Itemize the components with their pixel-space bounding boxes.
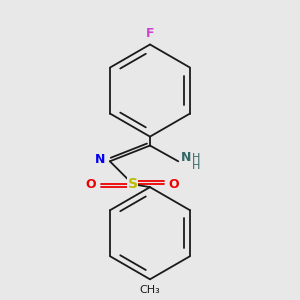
Text: H: H <box>192 161 200 171</box>
Text: CH₃: CH₃ <box>140 285 160 295</box>
Text: O: O <box>86 178 97 191</box>
Text: H: H <box>192 153 200 163</box>
Text: N: N <box>95 153 105 166</box>
Text: F: F <box>146 27 154 40</box>
Text: S: S <box>128 177 138 191</box>
Text: N: N <box>181 151 192 164</box>
Text: O: O <box>169 178 179 191</box>
